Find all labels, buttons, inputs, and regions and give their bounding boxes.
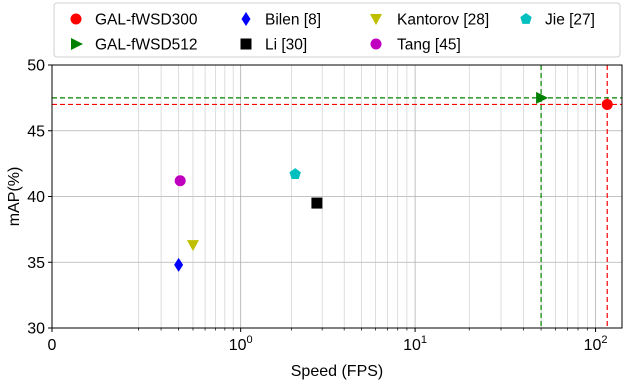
legend-entry-label: Bilen [8] [265, 12, 321, 29]
data-point [311, 197, 323, 209]
x-tick-label: 101 [403, 334, 427, 354]
data-point [536, 91, 549, 104]
legend-marker [370, 38, 382, 50]
x-tick-label: 100 [229, 334, 253, 354]
x-axis-label: Speed (FPS) [291, 363, 383, 380]
legend-frame [53, 2, 621, 58]
data-point [174, 257, 184, 272]
y-axis-label: mAP(%) [6, 167, 23, 227]
legend-entry-label: Kantorov [28] [397, 12, 489, 29]
data-point [186, 240, 199, 252]
y-tick-label: 35 [27, 255, 45, 272]
y-tick-label: 50 [27, 58, 45, 75]
legend-entry-label: GAL-fWSD300 [95, 12, 198, 29]
x-tick-label: 102 [584, 334, 608, 354]
legend-marker [520, 13, 532, 24]
legend-marker [370, 14, 382, 25]
y-tick-label: 40 [27, 189, 45, 206]
data-point [601, 98, 613, 110]
legend-entry-label: Li [30] [265, 37, 307, 54]
data-point [289, 168, 301, 179]
legend-marker [241, 12, 251, 26]
legend-entry-label: GAL-fWSD512 [95, 37, 198, 54]
legend-entry-label: Jie [27] [545, 12, 595, 29]
y-tick-label: 45 [27, 123, 45, 140]
legend-marker [70, 13, 82, 25]
x-tick-label: 0 [48, 337, 57, 354]
y-tick-label: 30 [27, 321, 45, 338]
legend: GAL-fWSD300 GAL-fWSD512 Bilen [8] Li [30] Ka… [53, 2, 621, 58]
data-points [174, 91, 613, 272]
data-point [174, 175, 186, 187]
legend-marker [71, 38, 83, 50]
axis-ticks: 30 35 40 45 50 0 100 101 102 [27, 58, 607, 355]
legend-marker [240, 38, 252, 50]
legend-entry-label: Tang [45] [397, 37, 461, 54]
